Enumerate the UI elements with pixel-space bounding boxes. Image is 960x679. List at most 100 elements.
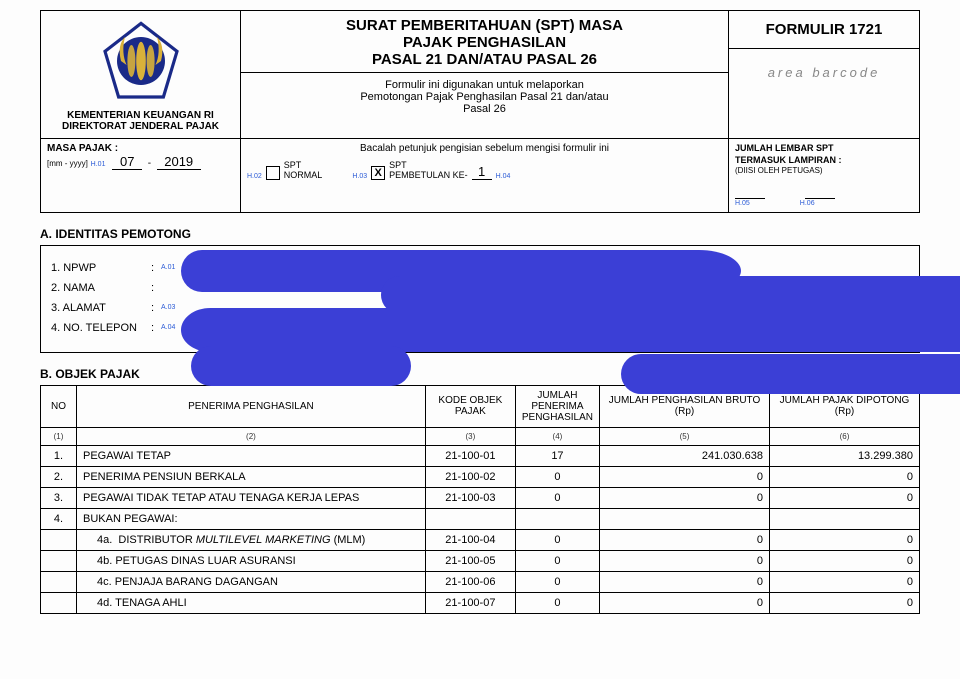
cell-bruto: 241.030.638 [600, 445, 770, 466]
alamat-label: 3. ALAMAT [51, 302, 151, 314]
table-row: 3.PEGAWAI TIDAK TETAP ATAU TENAGA KERJA … [41, 487, 920, 508]
cell-desc: 4c. PENJAJA BARANG DAGANGAN [77, 571, 426, 592]
cell-desc: 4b. PETUGAS DINAS LUAR ASURANSI [77, 550, 426, 571]
table-row: 4c. PENJAJA BARANG DAGANGAN21-100-06000 [41, 571, 920, 592]
col-kode: KODE OBJEK PAJAK [425, 385, 515, 427]
lembar-line3: (DIISI OLEH PETUGAS) [735, 166, 913, 176]
cell-no: 3. [41, 487, 77, 508]
cell-no [41, 550, 77, 571]
table-row: 2.PENERIMA PENSIUN BERKALA21-100-02000 [41, 466, 920, 487]
masa-pajak-format: [mm - yyyy] [47, 159, 88, 168]
cell-jml: 17 [515, 445, 599, 466]
header-right: FORMULIR 1721 area barcode [729, 11, 919, 138]
cell-kode: 21-100-02 [425, 466, 515, 487]
identitas-box: 1. NPWP : A.01 2. NAMA : 3. ALAMAT : A.0… [40, 245, 920, 353]
cell-pajak: 0 [770, 487, 920, 508]
header-left: KEMENTERIAN KEUANGAN RI DIREKTORAT JENDE… [41, 11, 241, 138]
telepon-label: 4. NO. TELEPON [51, 322, 151, 334]
form-title: SURAT PEMBERITAHUAN (SPT) MASA PAJAK PEN… [241, 11, 728, 72]
code-a03: A.03 [161, 304, 175, 311]
table-row: 4a. DISTRIBUTOR MULTILEVEL MARKETING (ML… [41, 529, 920, 550]
cell-kode: 21-100-07 [425, 592, 515, 613]
col-jml-penerima: JUMLAH PENERIMA PENGHASILAN [515, 385, 599, 427]
lembar-cell: JUMLAH LEMBAR SPT TERMASUK LAMPIRAN : (D… [729, 139, 919, 212]
code-h01: H.01 [91, 161, 106, 168]
cell-jml: 0 [515, 592, 599, 613]
cell-no: 1. [41, 445, 77, 466]
spt-normal-label: SPTNORMAL [284, 160, 323, 180]
cell-jml: 0 [515, 571, 599, 592]
cell-no [41, 592, 77, 613]
colnum-4: (4) [515, 427, 599, 445]
colnum-6: (6) [770, 427, 920, 445]
cell-bruto: 0 [600, 550, 770, 571]
code-h05: H.05 [735, 199, 750, 208]
nama-label: 2. NAMA [51, 282, 151, 294]
objek-pajak-table: NO PENERIMA PENGHASILAN KODE OBJEK PAJAK… [40, 385, 920, 614]
spt-normal-checkbox[interactable] [266, 166, 280, 180]
code-h03: H.03 [352, 173, 367, 180]
cell-jml: 0 [515, 487, 599, 508]
cell-pajak [770, 508, 920, 529]
subtitle-line1: Formulir ini digunakan untuk melaporkan [251, 79, 718, 91]
cell-jml: 0 [515, 550, 599, 571]
col-no: NO [41, 385, 77, 427]
title-line3: PASAL 21 DAN/ATAU PASAL 26 [251, 51, 718, 68]
header-middle: SURAT PEMBERITAHUAN (SPT) MASA PAJAK PEN… [241, 11, 729, 138]
ministry-line2: DIREKTORAT JENDERAL PAJAK [45, 121, 236, 132]
cell-kode: 21-100-05 [425, 550, 515, 571]
code-a01: A.01 [161, 264, 175, 271]
cell-desc: PENERIMA PENSIUN BERKALA [77, 466, 426, 487]
lembar-val2[interactable] [805, 181, 835, 199]
masa-pajak-label: MASA PAJAK : [47, 143, 118, 154]
section-a-title: A. IDENTITAS PEMOTONG [40, 227, 920, 241]
colnum-5: (5) [600, 427, 770, 445]
lembar-line1: JUMLAH LEMBAR SPT [735, 143, 913, 155]
cell-desc: 4d. TENAGA AHLI [77, 592, 426, 613]
redaction-telepon [191, 346, 411, 386]
cell-no [41, 529, 77, 550]
formulir-number: FORMULIR 1721 [729, 11, 919, 48]
table-row: 1.PEGAWAI TETAP21-100-0117241.030.63813.… [41, 445, 920, 466]
pembetulan-number[interactable]: 1 [472, 164, 492, 180]
cell-pajak: 13.299.380 [770, 445, 920, 466]
cell-desc: BUKAN PEGAWAI: [77, 508, 426, 529]
table-row: 4d. TENAGA AHLI21-100-07000 [41, 592, 920, 613]
cell-desc: PEGAWAI TIDAK TETAP ATAU TENAGA KERJA LE… [77, 487, 426, 508]
lembar-val1[interactable] [735, 181, 765, 199]
colnum-1: (1) [41, 427, 77, 445]
code-h02: H.02 [247, 173, 262, 180]
npwp-label: 1. NPWP [51, 262, 151, 274]
cell-bruto: 0 [600, 571, 770, 592]
spt-pembetulan-group: H.03 X SPTPEMBETULAN KE- 1 H.04 [352, 160, 510, 180]
cell-jml: 0 [515, 529, 599, 550]
code-h04: H.04 [496, 173, 511, 180]
masa-month[interactable]: 07 [112, 154, 142, 170]
period-row: MASA PAJAK : [mm - yyyy] H.01 07 - 2019 … [40, 139, 920, 213]
form-header: KEMENTERIAN KEUANGAN RI DIREKTORAT JENDE… [40, 10, 920, 139]
col-penerima: PENERIMA PENGHASILAN [77, 385, 426, 427]
colnum-2: (2) [77, 427, 426, 445]
cell-bruto: 0 [600, 466, 770, 487]
cell-desc: PEGAWAI TETAP [77, 445, 426, 466]
masa-year[interactable]: 2019 [157, 154, 201, 170]
cell-bruto [600, 508, 770, 529]
cell-pajak: 0 [770, 571, 920, 592]
spt-pembetulan-checkbox[interactable]: X [371, 166, 385, 180]
cell-pajak: 0 [770, 550, 920, 571]
spt-type-cell: Bacalah petunjuk pengisian sebelum mengi… [241, 139, 729, 212]
cell-kode [425, 508, 515, 529]
table-row: 4b. PETUGAS DINAS LUAR ASURANSI21-100-05… [41, 550, 920, 571]
cell-pajak: 0 [770, 466, 920, 487]
cell-jml: 0 [515, 466, 599, 487]
table-row: 4.BUKAN PEGAWAI: [41, 508, 920, 529]
cell-pajak: 0 [770, 592, 920, 613]
spt-normal-group: H.02 SPTNORMAL [247, 160, 322, 180]
cell-jml [515, 508, 599, 529]
cell-kode: 21-100-01 [425, 445, 515, 466]
cell-desc: 4a. DISTRIBUTOR MULTILEVEL MARKETING (ML… [77, 529, 426, 550]
ministry-logo [45, 21, 236, 104]
cell-no: 2. [41, 466, 77, 487]
cell-pajak: 0 [770, 529, 920, 550]
fill-instruction: Bacalah petunjuk pengisian sebelum mengi… [247, 143, 722, 154]
